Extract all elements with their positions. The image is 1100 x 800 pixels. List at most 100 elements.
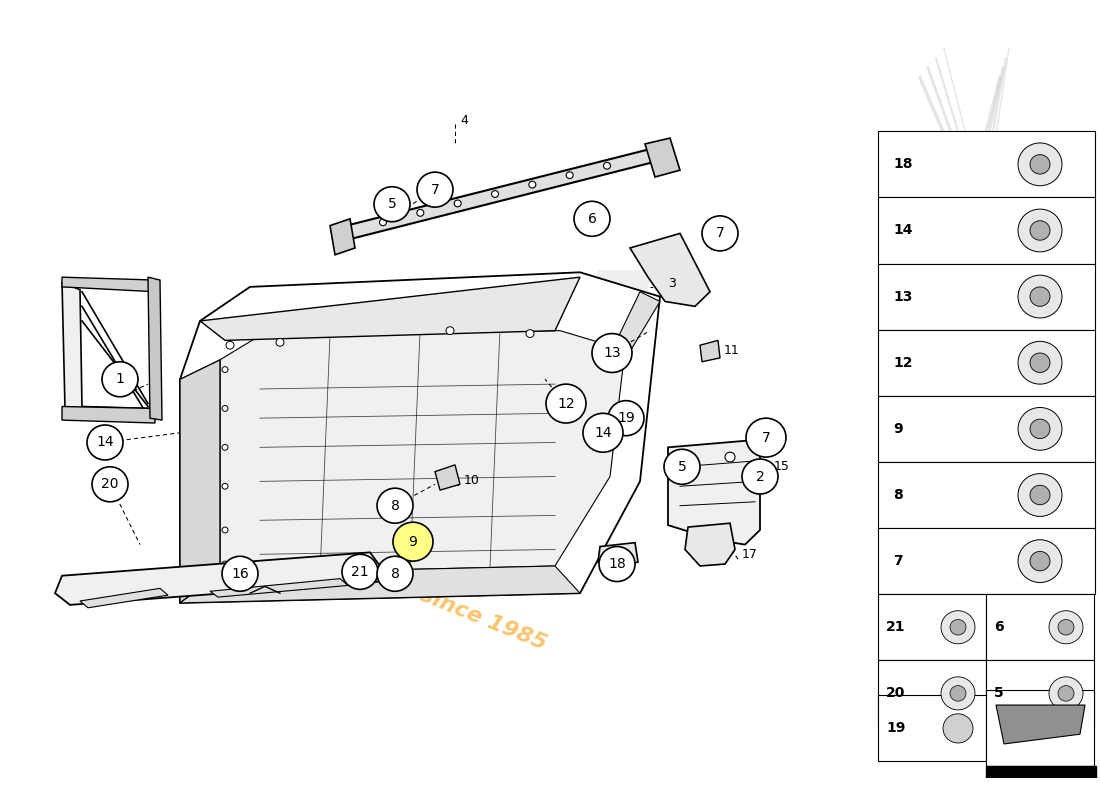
Circle shape: [222, 366, 228, 373]
Circle shape: [583, 414, 623, 452]
Circle shape: [566, 172, 573, 178]
Circle shape: [943, 714, 974, 743]
Text: 14: 14: [893, 223, 913, 238]
Circle shape: [702, 216, 738, 251]
Bar: [986, 690, 1094, 766]
Text: 11: 11: [724, 343, 739, 357]
Circle shape: [1018, 143, 1062, 186]
Polygon shape: [330, 219, 355, 254]
Circle shape: [222, 527, 228, 533]
Text: 12: 12: [893, 356, 913, 370]
Text: 9: 9: [893, 422, 903, 436]
Polygon shape: [180, 566, 580, 603]
Text: 6: 6: [587, 212, 596, 226]
Circle shape: [87, 425, 123, 460]
Circle shape: [393, 522, 433, 561]
Polygon shape: [700, 340, 720, 362]
Polygon shape: [668, 439, 760, 545]
Text: 17: 17: [742, 548, 758, 561]
Text: a passion for parts since 1985: a passion for parts since 1985: [190, 494, 549, 654]
Circle shape: [664, 450, 700, 484]
Bar: [878, 263, 1094, 330]
Circle shape: [574, 202, 611, 236]
Polygon shape: [645, 138, 680, 177]
Bar: [878, 660, 986, 726]
Text: etl: etl: [191, 270, 649, 566]
Circle shape: [1058, 686, 1074, 701]
Text: 701 02: 701 02: [1013, 790, 1067, 800]
Polygon shape: [612, 292, 660, 360]
Text: 3: 3: [668, 278, 675, 290]
Text: 20: 20: [886, 686, 905, 700]
Circle shape: [454, 200, 461, 207]
Text: 8: 8: [390, 498, 399, 513]
Text: 1: 1: [116, 372, 124, 386]
Circle shape: [222, 445, 228, 450]
Text: 7: 7: [716, 226, 725, 240]
Text: 21: 21: [886, 620, 905, 634]
Text: 2: 2: [756, 470, 764, 483]
Polygon shape: [62, 406, 155, 423]
Polygon shape: [62, 282, 150, 420]
Polygon shape: [748, 463, 764, 478]
Polygon shape: [336, 148, 660, 241]
Bar: [986, 660, 1094, 726]
Circle shape: [1018, 407, 1062, 450]
Circle shape: [546, 384, 586, 423]
Text: 19: 19: [617, 411, 635, 425]
Polygon shape: [180, 272, 660, 603]
Circle shape: [1030, 221, 1050, 240]
Text: 4: 4: [460, 114, 467, 127]
Text: 6: 6: [994, 620, 1003, 634]
Circle shape: [742, 459, 778, 494]
Circle shape: [417, 210, 424, 216]
Circle shape: [377, 556, 412, 591]
Text: 13: 13: [603, 346, 620, 360]
Bar: [986, 766, 1096, 800]
Polygon shape: [598, 542, 638, 566]
Circle shape: [276, 338, 284, 346]
Bar: [878, 528, 1094, 594]
Circle shape: [950, 686, 966, 701]
Text: 5: 5: [994, 686, 1003, 700]
Circle shape: [379, 219, 386, 226]
Text: 5: 5: [678, 460, 686, 474]
Polygon shape: [685, 523, 735, 566]
Circle shape: [1018, 342, 1062, 384]
Circle shape: [1049, 677, 1084, 710]
Circle shape: [940, 677, 975, 710]
Text: 21: 21: [351, 565, 369, 579]
Circle shape: [608, 401, 644, 436]
Circle shape: [222, 483, 228, 489]
Polygon shape: [220, 330, 625, 574]
Polygon shape: [62, 277, 155, 292]
Circle shape: [417, 172, 453, 207]
Polygon shape: [434, 465, 460, 490]
Circle shape: [342, 554, 378, 590]
Circle shape: [1030, 486, 1050, 505]
Circle shape: [592, 334, 632, 373]
Circle shape: [1030, 287, 1050, 306]
Circle shape: [1030, 419, 1050, 438]
Text: 9: 9: [408, 534, 417, 549]
Circle shape: [102, 362, 138, 397]
Circle shape: [529, 181, 536, 188]
Text: 7: 7: [761, 430, 770, 445]
Circle shape: [226, 342, 234, 349]
Bar: [878, 462, 1094, 528]
Circle shape: [222, 556, 258, 591]
Text: 14: 14: [96, 435, 113, 450]
Text: 8: 8: [893, 488, 903, 502]
Bar: [986, 594, 1094, 660]
Circle shape: [1058, 619, 1074, 635]
Text: 8: 8: [390, 566, 399, 581]
Polygon shape: [200, 277, 580, 340]
Text: 7: 7: [893, 554, 903, 568]
Circle shape: [446, 326, 454, 334]
Polygon shape: [180, 360, 220, 603]
Circle shape: [1030, 551, 1050, 571]
Text: 10: 10: [464, 474, 480, 487]
Circle shape: [1030, 154, 1050, 174]
Circle shape: [1018, 474, 1062, 516]
Circle shape: [492, 190, 498, 198]
